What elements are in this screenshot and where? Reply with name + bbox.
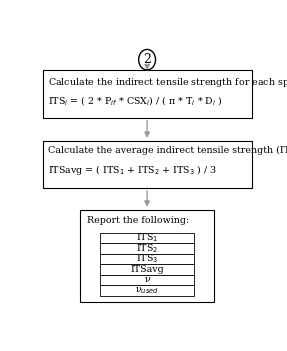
Text: Calculate the indirect tensile strength for each specimen i (ITS$_i$):: Calculate the indirect tensile strength …: [48, 75, 287, 90]
FancyBboxPatch shape: [42, 71, 252, 118]
Text: ITSavg = ( ITS$_1$ + ITS$_2$ + ITS$_3$ ) / 3: ITSavg = ( ITS$_1$ + ITS$_2$ + ITS$_3$ )…: [48, 163, 217, 177]
FancyBboxPatch shape: [80, 210, 214, 302]
Text: ITS$_2$: ITS$_2$: [136, 242, 158, 255]
Text: 2: 2: [143, 53, 151, 66]
Text: ITS$_i$ = ( 2 * P$_{if}$ * CSX$_i$) / ( π * T$_i$ * D$_i$ ): ITS$_i$ = ( 2 * P$_{if}$ * CSX$_i$) / ( …: [48, 94, 223, 107]
Text: ν$_{used}$: ν$_{used}$: [135, 285, 159, 296]
FancyBboxPatch shape: [42, 141, 252, 188]
FancyBboxPatch shape: [100, 264, 194, 274]
Text: ITSavg: ITSavg: [130, 265, 164, 274]
FancyBboxPatch shape: [100, 274, 194, 285]
Text: Calculate the average indirect tensile strength (ITSavg):: Calculate the average indirect tensile s…: [48, 146, 287, 155]
FancyBboxPatch shape: [100, 285, 194, 296]
Text: ITS$_1$: ITS$_1$: [136, 232, 158, 244]
Text: ITS$_3$: ITS$_3$: [136, 253, 158, 265]
Text: Report the following:: Report the following:: [87, 216, 189, 225]
Text: ν: ν: [144, 276, 150, 284]
FancyBboxPatch shape: [100, 254, 194, 264]
FancyBboxPatch shape: [100, 243, 194, 254]
FancyBboxPatch shape: [100, 233, 194, 243]
